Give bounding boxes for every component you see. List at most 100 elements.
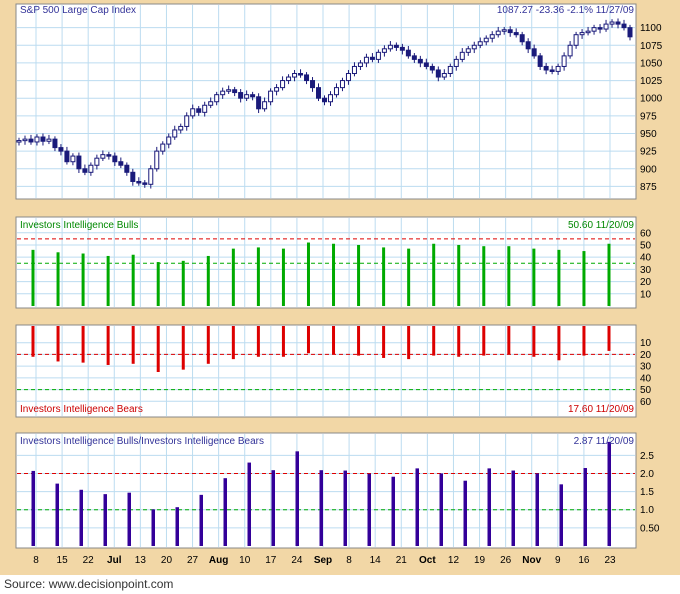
candle-body xyxy=(100,154,106,159)
candle-body xyxy=(214,94,220,103)
bulls-bar xyxy=(56,252,60,306)
candle-body xyxy=(304,74,310,82)
bears-bar xyxy=(81,326,85,363)
candle-body xyxy=(184,115,190,127)
bulls-bar xyxy=(607,243,611,306)
candle-body xyxy=(621,23,627,29)
ratio-bar xyxy=(439,473,443,546)
candle-body xyxy=(543,65,549,71)
bulls-bar xyxy=(432,243,436,306)
ratio-bar xyxy=(607,441,611,546)
candle-body xyxy=(160,143,166,152)
candle-body xyxy=(322,97,327,103)
candle-body xyxy=(172,129,178,138)
ratio-bar xyxy=(31,470,35,546)
ratio-bar xyxy=(511,470,515,546)
y-tick-label: 900 xyxy=(640,164,657,175)
candle-body xyxy=(16,140,22,143)
y-tick-label: 875 xyxy=(640,182,657,193)
candle-body xyxy=(40,136,46,142)
candle-body xyxy=(399,46,405,51)
x-tick-label: 8 xyxy=(346,555,352,566)
x-tick-label: Oct xyxy=(419,555,436,566)
candle-body xyxy=(537,55,543,67)
candle-body xyxy=(244,94,250,99)
price-title: S&P 500 Large Cap Index xyxy=(20,5,136,16)
candle-body xyxy=(519,34,525,43)
ratio-bar xyxy=(295,451,299,546)
candle-body xyxy=(316,87,322,99)
bulls-bar xyxy=(106,255,110,306)
bears-bar xyxy=(206,326,210,364)
candle-body xyxy=(82,168,88,173)
bears-bar xyxy=(407,326,411,360)
y-tick-label: 50 xyxy=(640,385,652,396)
candle-body xyxy=(88,164,94,173)
candle-body xyxy=(549,69,555,72)
y-tick-label: 925 xyxy=(640,147,657,158)
bears-bar xyxy=(156,326,160,372)
bears-readout: 17.60 11/20/09 xyxy=(568,404,634,415)
candle-body xyxy=(58,147,64,152)
candle-body xyxy=(148,168,154,185)
candle-body xyxy=(64,150,70,163)
x-tick-label: Jul xyxy=(107,555,122,566)
bulls-bar xyxy=(231,248,235,306)
candle-body xyxy=(310,80,316,89)
candle-body xyxy=(483,37,489,43)
y-tick-label: 975 xyxy=(640,111,657,122)
candle-body xyxy=(609,21,615,25)
bears-bar xyxy=(557,326,561,361)
y-tick-label: 20 xyxy=(640,277,652,288)
candle-body xyxy=(286,76,292,82)
candle-body xyxy=(262,101,268,110)
bulls-bar xyxy=(332,243,336,306)
ratio-bar xyxy=(559,484,563,546)
x-tick-label: 13 xyxy=(135,555,147,566)
source-note: Source: www.decisionpoint.com xyxy=(4,577,174,591)
candle-body xyxy=(417,58,423,64)
bears-bar xyxy=(181,326,185,370)
bulls-bar xyxy=(532,248,536,306)
y-tick-labels: 8759009259509751000102510501075110010203… xyxy=(640,23,663,534)
candle-body xyxy=(597,27,603,30)
candle-body xyxy=(555,65,561,72)
bulls-bar xyxy=(457,244,461,306)
bulls-bar xyxy=(507,246,511,306)
bulls-bar xyxy=(156,262,160,306)
candle-body xyxy=(208,101,214,106)
candle-body xyxy=(298,73,304,76)
ratio-readout: 2.87 11/20/09 xyxy=(574,436,635,447)
y-tick-label: 2.0 xyxy=(640,469,654,480)
y-tick-label: 2.5 xyxy=(640,451,654,462)
ratio-bar xyxy=(271,470,275,546)
candle-body xyxy=(369,56,375,60)
candle-body xyxy=(501,29,507,32)
candle-body xyxy=(196,108,202,113)
candle-body xyxy=(274,87,280,92)
ratio-bar xyxy=(199,494,203,546)
candle-body xyxy=(94,157,100,166)
ratio-bar xyxy=(79,489,83,546)
candle-body xyxy=(489,34,495,39)
bulls-bar xyxy=(281,248,285,306)
ratio-bar xyxy=(463,480,467,546)
candle-body xyxy=(112,155,118,163)
bears-bar xyxy=(306,326,310,354)
ratio-bar xyxy=(583,468,587,546)
candle-body xyxy=(46,138,52,142)
candle-body xyxy=(124,164,130,173)
bears-bar xyxy=(607,326,611,351)
ratio-panel xyxy=(15,432,637,549)
candle-body xyxy=(118,161,124,166)
bears-bar xyxy=(231,326,235,360)
bears-bar xyxy=(507,326,511,355)
bears-bar xyxy=(106,326,110,365)
x-tick-label: 22 xyxy=(83,555,95,566)
candle-body xyxy=(627,27,633,38)
bulls-bar xyxy=(357,244,361,306)
bears-bar xyxy=(432,326,436,356)
x-tick-label: 10 xyxy=(239,555,251,566)
ratio-bar xyxy=(319,470,323,546)
bulls-readout: 50.60 11/20/09 xyxy=(568,220,634,231)
